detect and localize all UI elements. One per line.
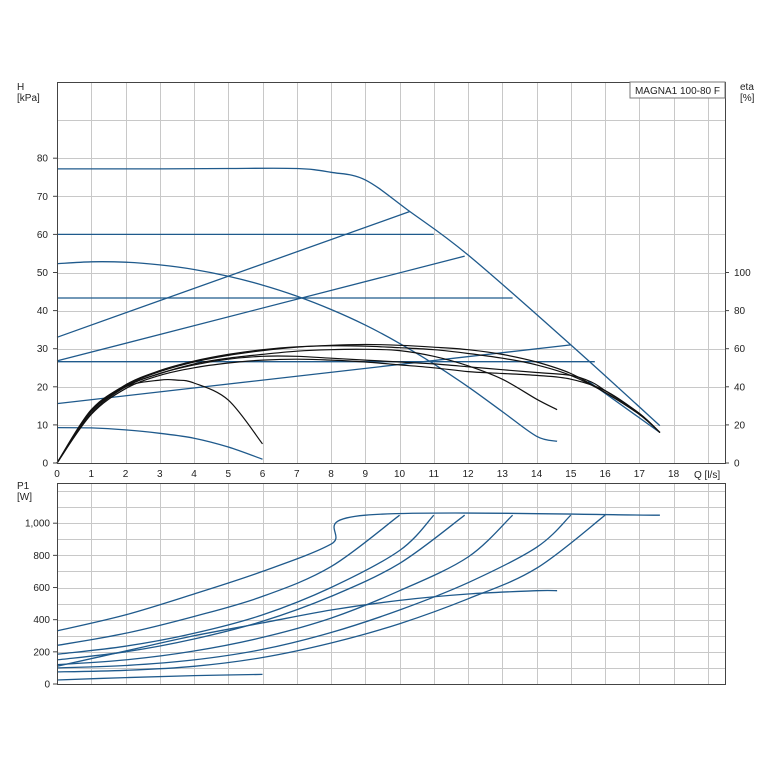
- head-curve: [56, 261, 558, 442]
- y-tick-label: 50: [37, 268, 49, 279]
- head-curve: [56, 344, 571, 405]
- y-tick-label: 40: [37, 306, 49, 317]
- power-curve: [56, 514, 435, 655]
- x-tick-label: 11: [429, 469, 440, 480]
- eta-tick-label: 60: [734, 344, 746, 355]
- efficiency-curve: [56, 348, 558, 464]
- x-tick-label: 9: [363, 469, 369, 480]
- x-tick-label: 12: [463, 469, 475, 480]
- head-axis-title: H [kPa]: [17, 82, 40, 104]
- eta-tick-label: 40: [734, 382, 746, 393]
- power-curve: [56, 514, 514, 666]
- p1-tick-label: 0: [44, 680, 50, 691]
- y-tick-label: 80: [37, 154, 49, 165]
- power-curve: [56, 514, 466, 661]
- y-tick-label: 30: [37, 344, 49, 355]
- p1-tick-label: 200: [33, 647, 50, 658]
- flow-axis-title: Q [l/s]: [694, 470, 720, 481]
- efficiency-curve: [56, 378, 263, 464]
- power-axis-title: P1 [W]: [17, 481, 32, 503]
- x-tick-label: 8: [328, 469, 334, 480]
- x-tick-label: 6: [260, 469, 266, 480]
- y-tick-label: 20: [37, 382, 49, 393]
- power-curve: [56, 514, 606, 673]
- tick-labels: 0 1 2 3 4 5 6 7 8 9 10 11 12 13 14 15 16 17 18010203040506…: [25, 154, 751, 691]
- power-curve: [56, 589, 558, 667]
- x-tick-label: 2: [123, 469, 129, 480]
- x-tick-label: 7: [294, 469, 300, 480]
- power-chart-series: [56, 512, 660, 681]
- y-tick-label: 70: [37, 192, 49, 203]
- efficiency-curve: [56, 345, 661, 464]
- x-tick-label: 4: [191, 469, 197, 480]
- head-curve: [56, 255, 465, 362]
- efficiency-curve: [56, 343, 661, 464]
- x-tick-label: 5: [226, 469, 232, 480]
- power-curve: [56, 512, 660, 632]
- head-chart-series: [56, 167, 661, 464]
- eta-tick-label: 20: [734, 420, 746, 431]
- efficiency-curve: [56, 358, 661, 464]
- head-chart-grid: [57, 82, 725, 463]
- x-tick-label: 18: [668, 469, 680, 480]
- power-chart-frame: [57, 483, 726, 685]
- eta-tick-label: 100: [734, 268, 751, 279]
- x-tick-label: 15: [565, 469, 577, 480]
- p1-tick-label: 800: [33, 551, 50, 562]
- eta-axis-title: eta [%]: [740, 82, 755, 104]
- efficiency-curve: [56, 355, 661, 464]
- p1-tick-label: 400: [33, 615, 50, 626]
- x-tick-label: 3: [157, 469, 163, 480]
- x-tick-label: 10: [394, 469, 406, 480]
- y-tick-label: 60: [37, 230, 49, 241]
- y-tick-label: 10: [37, 420, 49, 431]
- power-plot-area: [57, 483, 726, 685]
- p1-tick-label: 1,000: [25, 519, 50, 530]
- power-curve: [56, 514, 400, 647]
- eta-tick-label: 0: [734, 459, 740, 470]
- head-curve: [56, 426, 263, 460]
- power-curve: [56, 514, 572, 669]
- x-tick-label: 17: [634, 469, 646, 480]
- x-tick-label: 14: [531, 469, 543, 480]
- x-tick-label: 16: [600, 469, 612, 480]
- x-tick-label: 13: [497, 469, 509, 480]
- p1-tick-label: 600: [33, 583, 50, 594]
- model-label: MAGNA1 100-80 F: [635, 86, 720, 97]
- power-curve: [56, 673, 263, 681]
- power-chart-grid: [57, 483, 725, 684]
- head-curve: [56, 210, 411, 338]
- model-label-box: [629, 81, 726, 99]
- head-curve: [57, 167, 661, 427]
- x-tick-label: 1: [88, 469, 94, 480]
- x-tick-label: 0: [54, 469, 60, 480]
- eta-tick-label: 80: [734, 306, 746, 317]
- y-tick-label: 0: [42, 459, 48, 470]
